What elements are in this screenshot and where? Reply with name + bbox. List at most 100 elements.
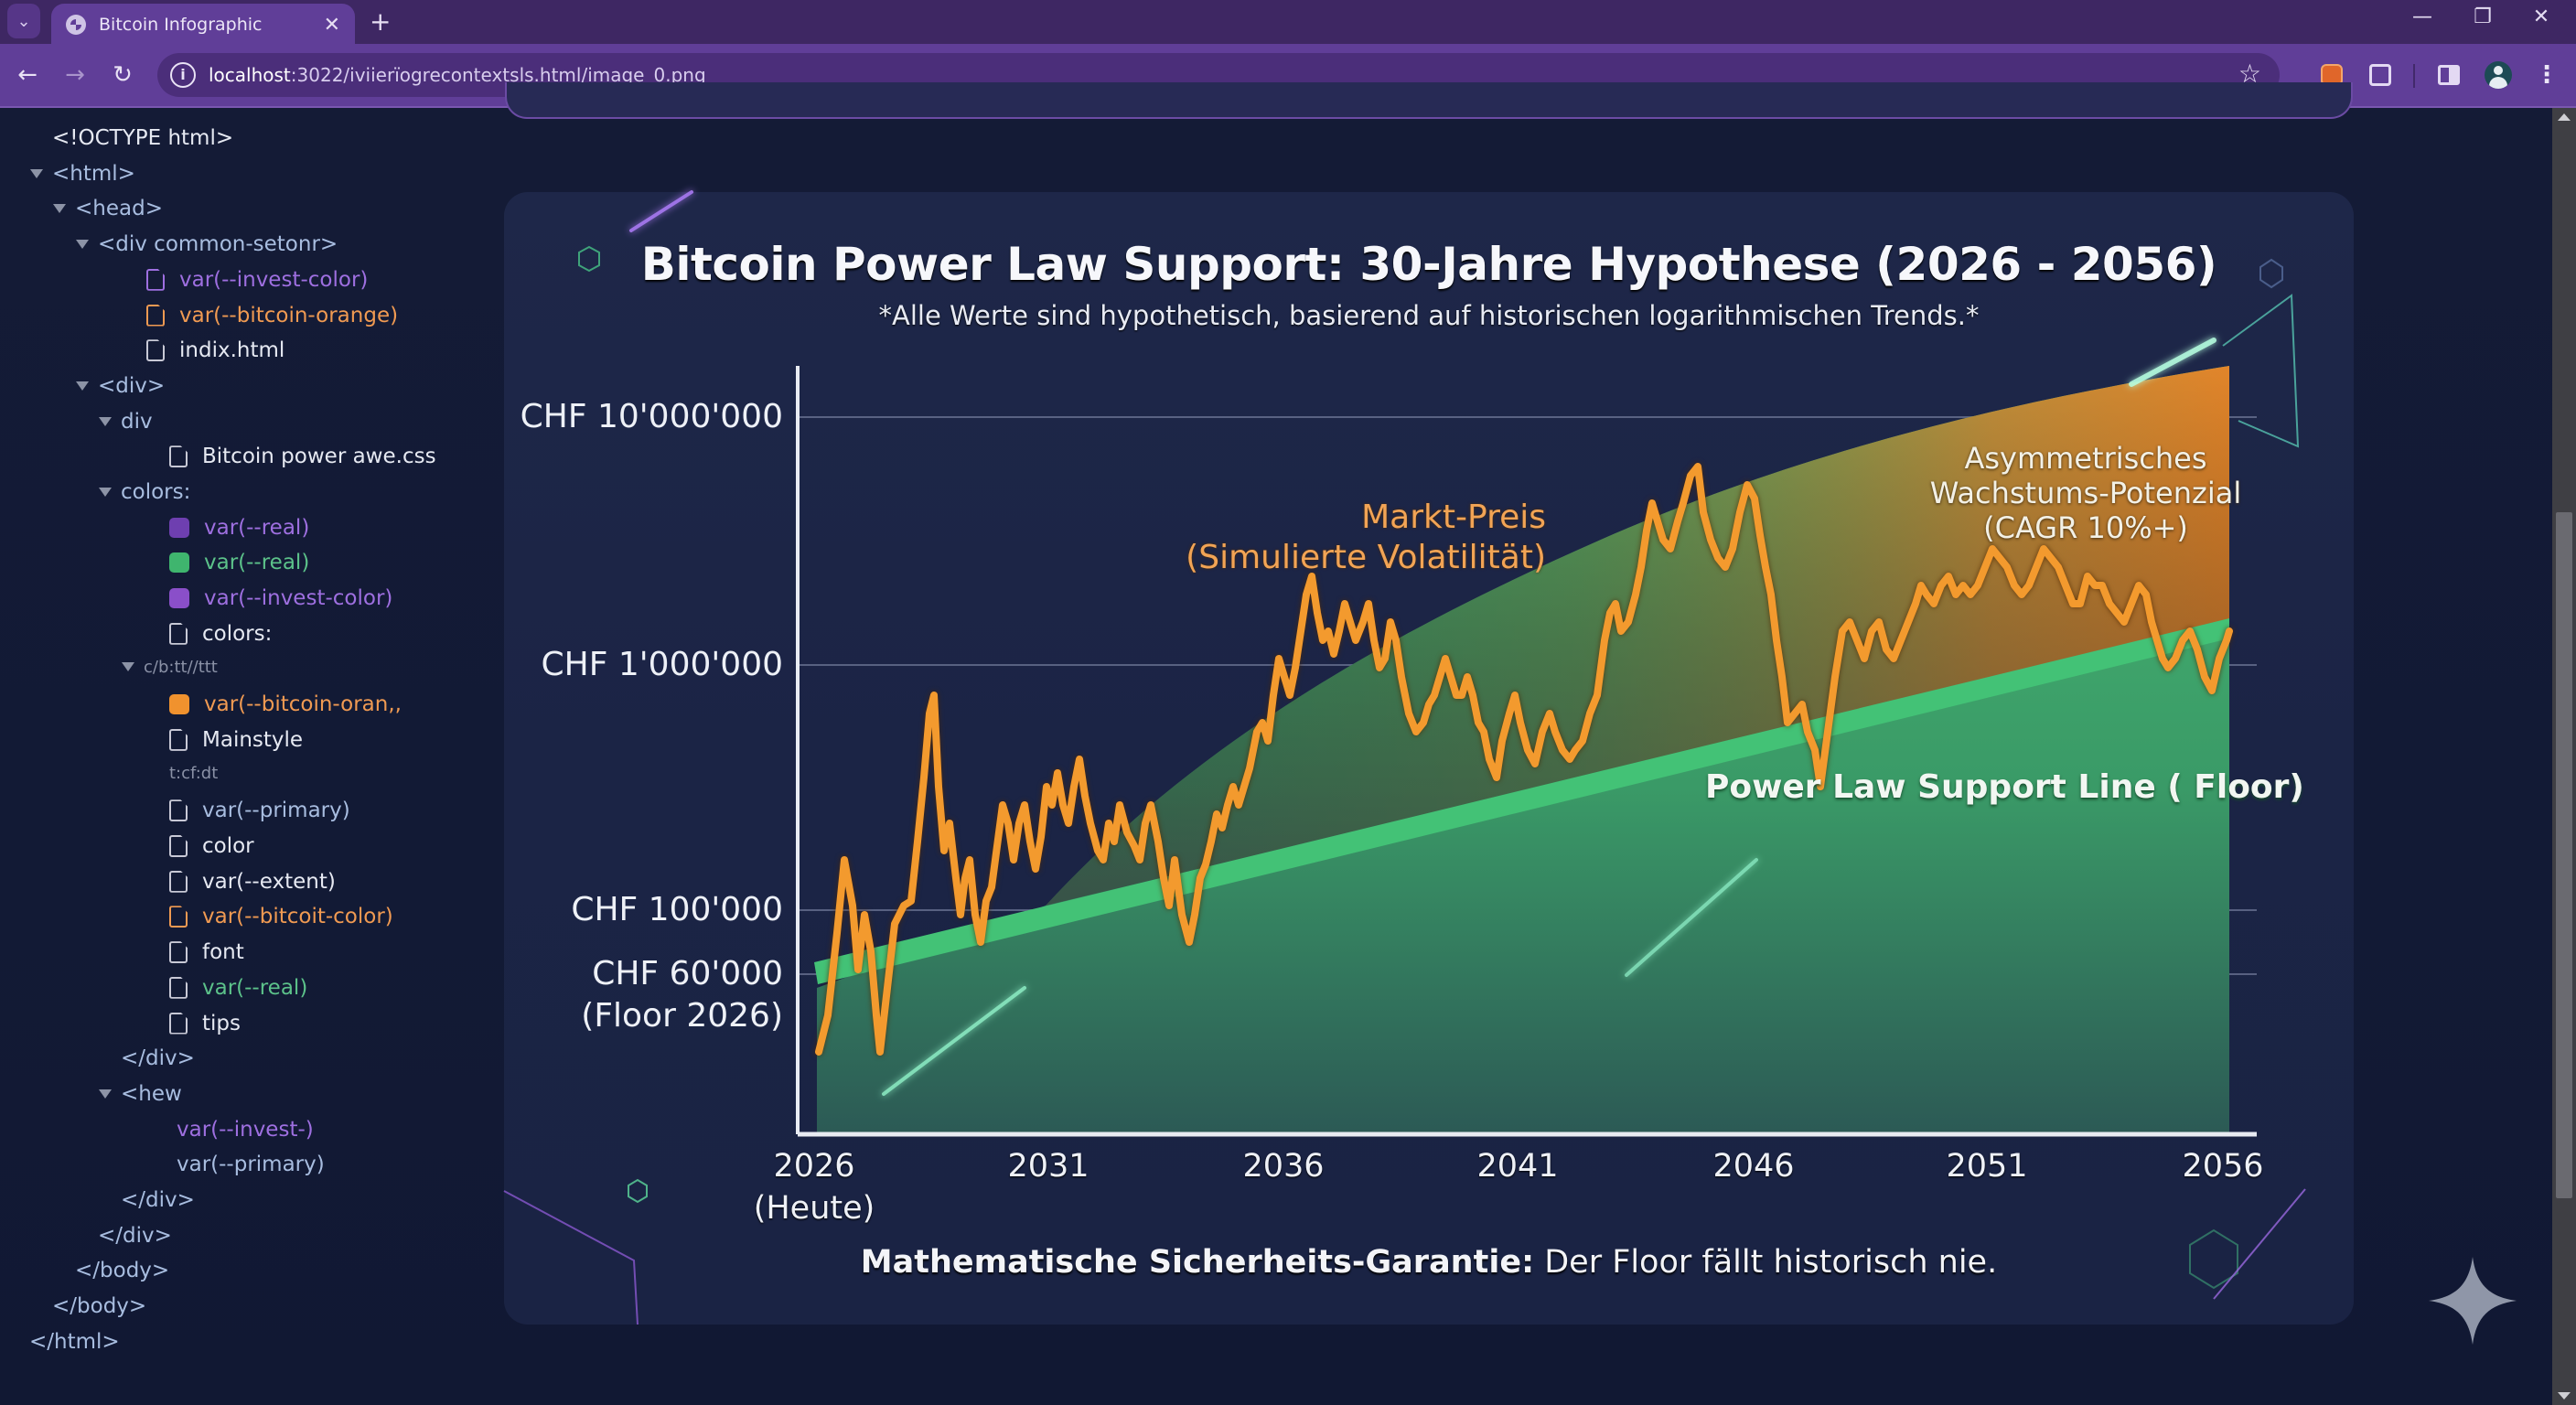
close-window-button[interactable]: ✕ [2532,5,2550,28]
tree-node-label: indix.html [179,338,285,363]
tree-node[interactable]: </div> [121,1046,195,1070]
annotation-growth-line2: Wachstums-Potenzial [1929,476,2242,510]
extensions-menu-button[interactable] [2362,57,2399,93]
expand-caret-icon[interactable] [99,416,112,426]
market-price-line [815,463,2233,1056]
tree-node[interactable]: Bitcoin power awe.css [169,445,436,468]
tree-node-label: var(--bitcoin-orange) [179,303,399,327]
tree-node[interactable]: </div> [121,1188,195,1212]
element-tree: <!OCTYPE html> <html> <head> <div common-se… [0,108,476,1405]
tree-node-label: var(--primary) [202,799,350,823]
tree-node[interactable]: var(--invest-) [177,1118,314,1142]
tree-node[interactable]: <div common-setonr> [76,232,338,256]
annotation-growth-potential: Asymmetrisches Wachstums-Potenzial (CAGR… [1903,441,2269,545]
file-icon [169,976,188,999]
x-tick-label: 2046 [1712,1148,1795,1185]
tree-node[interactable]: colors: [169,622,272,646]
profile-button[interactable] [2480,57,2517,93]
expand-caret-icon[interactable] [53,204,66,214]
footer-bold: Mathematische Sicherheits-Garantie: [860,1244,1535,1281]
tree-node[interactable]: var(--extent) [169,870,336,894]
tree-node[interactable]: t:cf:dt [169,764,218,783]
tab-bitcoin-infographic[interactable]: Bitcoin Infographic ✕ [51,4,355,46]
chart-subtitle: *Alle Werte sind hypothetisch, basierend… [878,300,1980,331]
restore-button[interactable]: ❐ [2474,5,2492,28]
tree-node[interactable]: var(--invest-color) [146,268,368,292]
scrollbar-thumb[interactable] [2556,512,2572,1198]
expand-caret-icon[interactable] [99,488,112,497]
tree-node[interactable]: var(--bitcoin-orange) [146,304,398,327]
tree-node[interactable]: div [99,410,153,434]
tree-node[interactable]: var(--real) [169,551,309,574]
menu-button[interactable]: ⋮ [2528,57,2565,93]
y-tick-label: CHF 100'000 [571,891,783,928]
tree-node-label: var(--real) [202,975,308,1000]
tab-title: Bitcoin Infographic [99,15,263,35]
tree-node[interactable]: font [169,940,244,964]
tree-node-label: tips [202,1011,241,1035]
scroll-down-arrow-icon[interactable] [2558,1392,2571,1400]
minimize-button[interactable]: — [2412,5,2432,28]
expand-caret-icon[interactable] [30,168,43,178]
x-tick-label: 2051 [1946,1148,2028,1185]
tree-node[interactable]: Mainstyle [169,728,303,752]
tree-node[interactable]: indix.html [146,338,284,362]
previous-card-edge [505,82,2353,119]
tree-node[interactable]: <hew [99,1082,182,1106]
tree-node[interactable]: var(--invest-color) [169,586,392,610]
tree-node[interactable]: <html> [30,162,135,186]
file-icon [169,728,188,751]
tree-node[interactable]: </html> [29,1330,120,1354]
x-tick-label: 2031 [1007,1148,1089,1185]
arrow-left-icon: ← [17,61,38,89]
tree-node[interactable]: <!OCTYPE html> [52,126,233,150]
close-tab-icon[interactable]: ✕ [323,13,340,37]
tree-node-label: Bitcoin power awe.css [202,445,436,469]
chart-title: Bitcoin Power Law Support: 30-Jahre Hypo… [640,238,2217,291]
tree-node[interactable]: var(--bitcoin-oran,, [169,692,402,716]
expand-caret-icon[interactable] [122,662,134,671]
expand-caret-icon[interactable] [76,381,89,391]
new-tab-button[interactable]: + [370,6,392,37]
tree-node[interactable]: </body> [75,1259,169,1282]
tree-node[interactable]: var(--real) [169,516,309,540]
tree-node[interactable]: <div> [76,374,165,398]
sparkle-icon[interactable] [2429,1257,2517,1345]
info-icon[interactable]: i [170,62,196,88]
annotation-market-line2: (Simulierte Volatilität) [1186,539,1546,576]
tree-node[interactable]: </div> [98,1224,172,1248]
expand-caret-icon[interactable] [76,240,89,250]
tree-node-label: var(--invest-color) [204,586,393,611]
tree-node[interactable]: var(--bitcoit-color) [169,905,393,928]
tree-node-label: c/b:tt//ttt [144,657,218,677]
vertical-scrollbar[interactable] [2552,108,2576,1405]
tree-node[interactable]: colors: [99,480,190,504]
tree-node[interactable]: var(--real) [169,976,307,1000]
tree-node[interactable]: var(--primary) [177,1153,325,1176]
reload-button[interactable]: ↻ [104,57,141,93]
tab-strip: ⌄ Bitcoin Infographic ✕ + — ❐ ✕ [0,0,2576,46]
tree-node[interactable]: <head> [53,197,163,220]
file-icon [169,622,188,645]
side-panel-button[interactable] [2431,57,2467,93]
forward-button[interactable]: → [57,57,93,93]
tree-node-label: var(--primary) [177,1153,325,1177]
back-button[interactable]: ← [9,57,46,93]
expand-caret-icon[interactable] [99,1089,112,1099]
annotation-market-price: Markt-Preis (Simulierte Volatilität) [1171,498,1546,578]
file-icon [169,799,188,822]
tree-node[interactable]: </body> [52,1294,146,1318]
tree-node[interactable]: var(--primary) [169,799,350,822]
tree-node-label: div [121,409,153,434]
tree-node[interactable]: tips [169,1012,241,1035]
tab-search-button[interactable]: ⌄ [7,4,40,38]
tree-node[interactable]: color [169,834,254,858]
tree-node-label: </div> [121,1188,195,1212]
tree-node[interactable]: c/b:tt//ttt [122,658,218,677]
tree-node-label: colors: [121,480,191,504]
reload-icon: ↻ [113,61,133,89]
tree-node-label: var(--real) [204,515,310,540]
scroll-up-arrow-icon[interactable] [2558,113,2571,121]
